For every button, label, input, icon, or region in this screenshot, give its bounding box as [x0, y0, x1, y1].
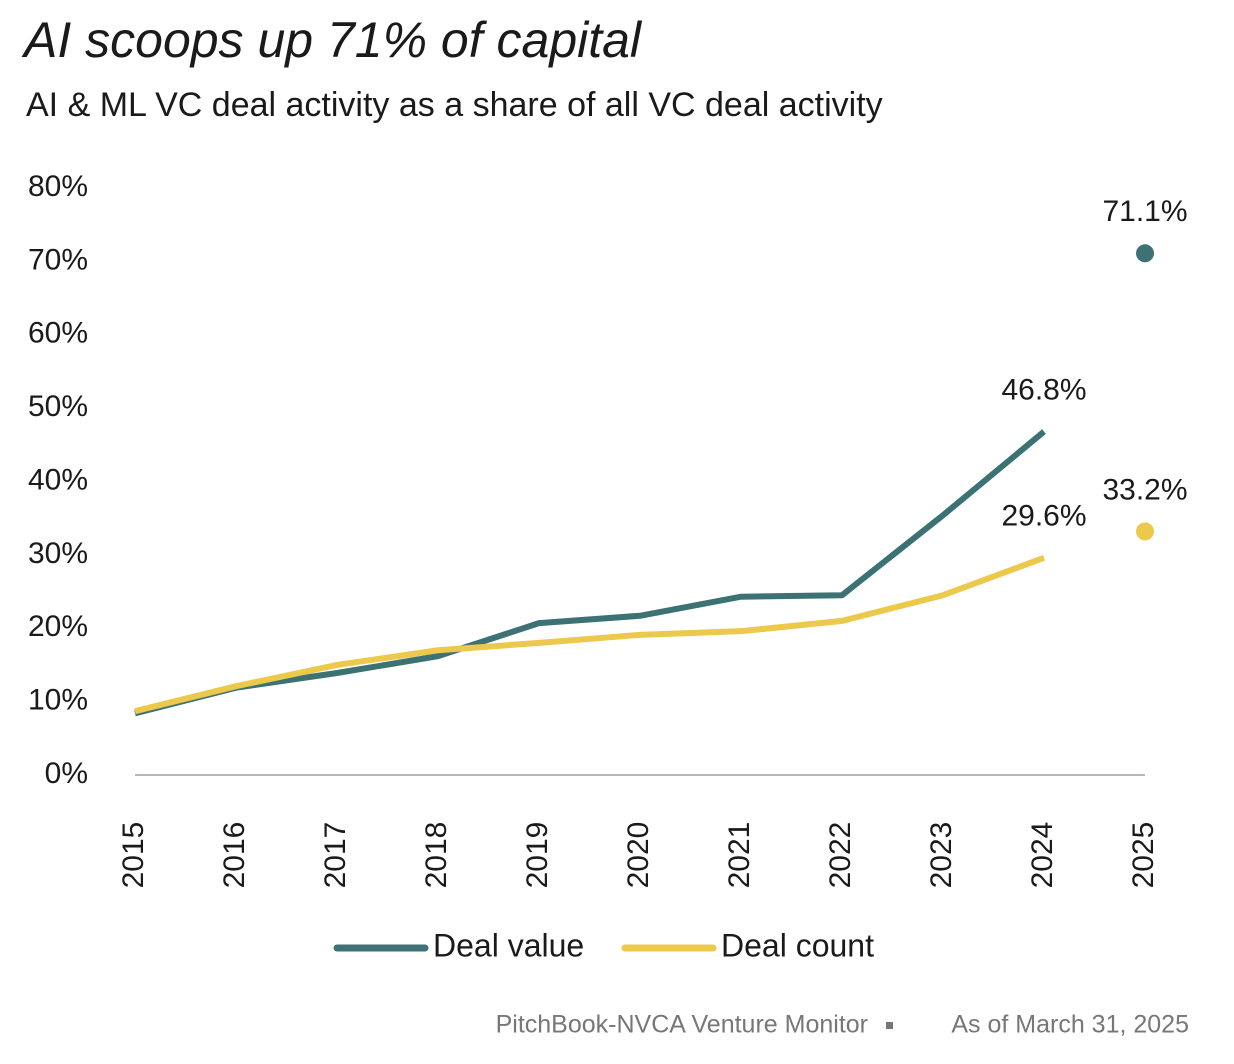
chart-title: AI scoops up 71% of capital	[21, 12, 643, 68]
y-tick-label: 20%	[28, 610, 88, 643]
source: PitchBook-NVCA Venture Monitor	[496, 1011, 868, 1039]
x-tick-label: 2021	[723, 822, 756, 889]
value-label: 33.2%	[1102, 473, 1187, 506]
legend-label: Deal value	[433, 927, 584, 963]
y-tick-label: 60%	[28, 317, 88, 350]
y-tick-label: 10%	[28, 684, 88, 717]
value-label: 29.6%	[1001, 500, 1086, 533]
x-tick-label: 2019	[521, 822, 554, 889]
x-tick-label: 2015	[117, 822, 150, 889]
value-label: 46.8%	[1001, 374, 1086, 407]
x-tick-label: 2016	[218, 822, 251, 889]
y-tick-label: 40%	[28, 463, 88, 496]
x-tick-label: 2018	[420, 822, 453, 889]
x-tick-label: 2023	[925, 822, 958, 889]
point	[1136, 244, 1154, 263]
x-tick-label: 2022	[824, 822, 857, 889]
y-tick-label: 50%	[28, 390, 88, 423]
source-date: As of March 31, 2025	[951, 1011, 1189, 1039]
value-label: 71.1%	[1102, 195, 1187, 228]
y-tick-label: 70%	[28, 243, 88, 276]
chart-subtitle: AI & ML VC deal activity as a share of a…	[26, 86, 883, 124]
legend-label: Deal count	[721, 927, 874, 963]
y-tick-label: 0%	[45, 757, 88, 790]
x-tick-label: 2024	[1026, 822, 1059, 889]
series-line	[134, 429, 1046, 717]
x-tick-label: 2025	[1127, 822, 1160, 889]
point	[1136, 522, 1154, 541]
x-tick-label: 2017	[319, 822, 352, 889]
x-tick-label: 2020	[622, 822, 655, 889]
series-line	[134, 554, 1046, 715]
y-tick-label: 30%	[28, 537, 88, 570]
y-tick-label: 80%	[28, 170, 88, 203]
separator	[886, 1022, 893, 1029]
